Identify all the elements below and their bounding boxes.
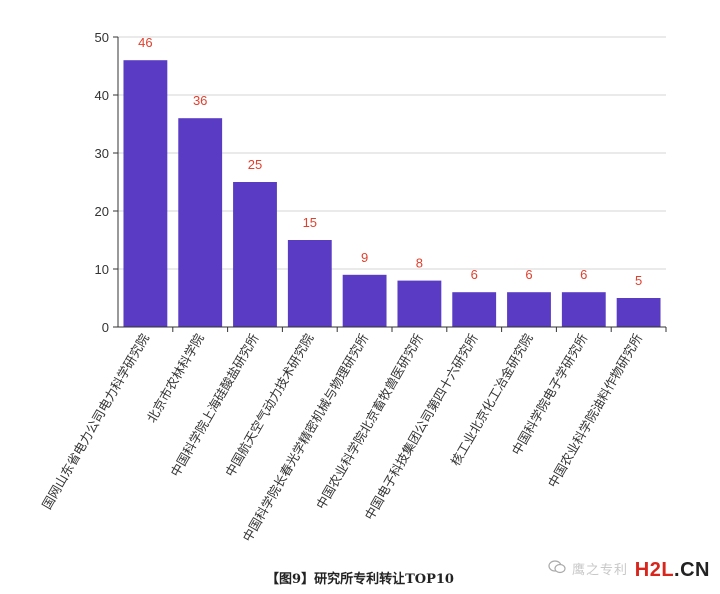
chart-caption: 【图9】研究所专利转让TOP10 xyxy=(266,572,454,587)
bar xyxy=(287,240,332,327)
bar xyxy=(397,280,442,327)
logo-h2l: H2L xyxy=(634,559,675,581)
x-category-label: 国网山东省电力公司电力科学研究院 xyxy=(39,331,152,512)
data-label: 36 xyxy=(193,93,207,108)
data-label: 9 xyxy=(361,250,368,265)
watermark-faded-text: 鹰之专利 xyxy=(571,562,628,577)
x-category-label: 中国农业科学院油料作物研究所 xyxy=(545,331,645,490)
data-labels: 46 36 25 15 9 8 6 6 6 5 xyxy=(138,35,642,288)
data-label: 6 xyxy=(525,267,532,282)
logo-cn: .CN xyxy=(674,559,710,581)
data-label: 46 xyxy=(138,35,152,50)
bar xyxy=(342,274,387,327)
y-tick-label: 20 xyxy=(95,204,109,219)
y-tick-label: 30 xyxy=(95,146,109,161)
bar-chart: 46 36 25 15 9 8 6 6 6 5 0 10 20 30 40 50 国网山东省电力公司电力科学研… xyxy=(39,30,667,544)
x-category-label: 北京市农林科学院 xyxy=(144,331,207,426)
bar xyxy=(452,292,497,327)
data-label: 8 xyxy=(416,256,423,271)
data-label: 6 xyxy=(580,267,587,282)
data-label: 5 xyxy=(635,273,642,288)
bar xyxy=(233,182,277,327)
data-label: 15 xyxy=(303,215,317,230)
data-label: 6 xyxy=(471,267,478,282)
bar xyxy=(561,292,606,327)
y-tick-label: 10 xyxy=(95,262,109,277)
h2l-logo: H2L.CN xyxy=(635,559,710,582)
bar xyxy=(616,298,661,327)
bar xyxy=(123,60,168,327)
bars xyxy=(123,60,661,327)
y-tick-label: 50 xyxy=(95,30,109,45)
x-category-label: 中国农业科学院北京畜牧兽医研究所 xyxy=(313,331,426,512)
y-tick-label: 40 xyxy=(95,88,109,103)
bar xyxy=(178,118,223,327)
data-label: 25 xyxy=(248,157,262,172)
wechat-watermark: 鹰之专利 xyxy=(548,559,628,578)
wechat-icon xyxy=(548,560,566,577)
y-tick-label: 0 xyxy=(102,320,109,335)
bar xyxy=(507,292,551,327)
x-category-label: 中国电子科技集团公司第四十六研究所 xyxy=(362,331,481,523)
